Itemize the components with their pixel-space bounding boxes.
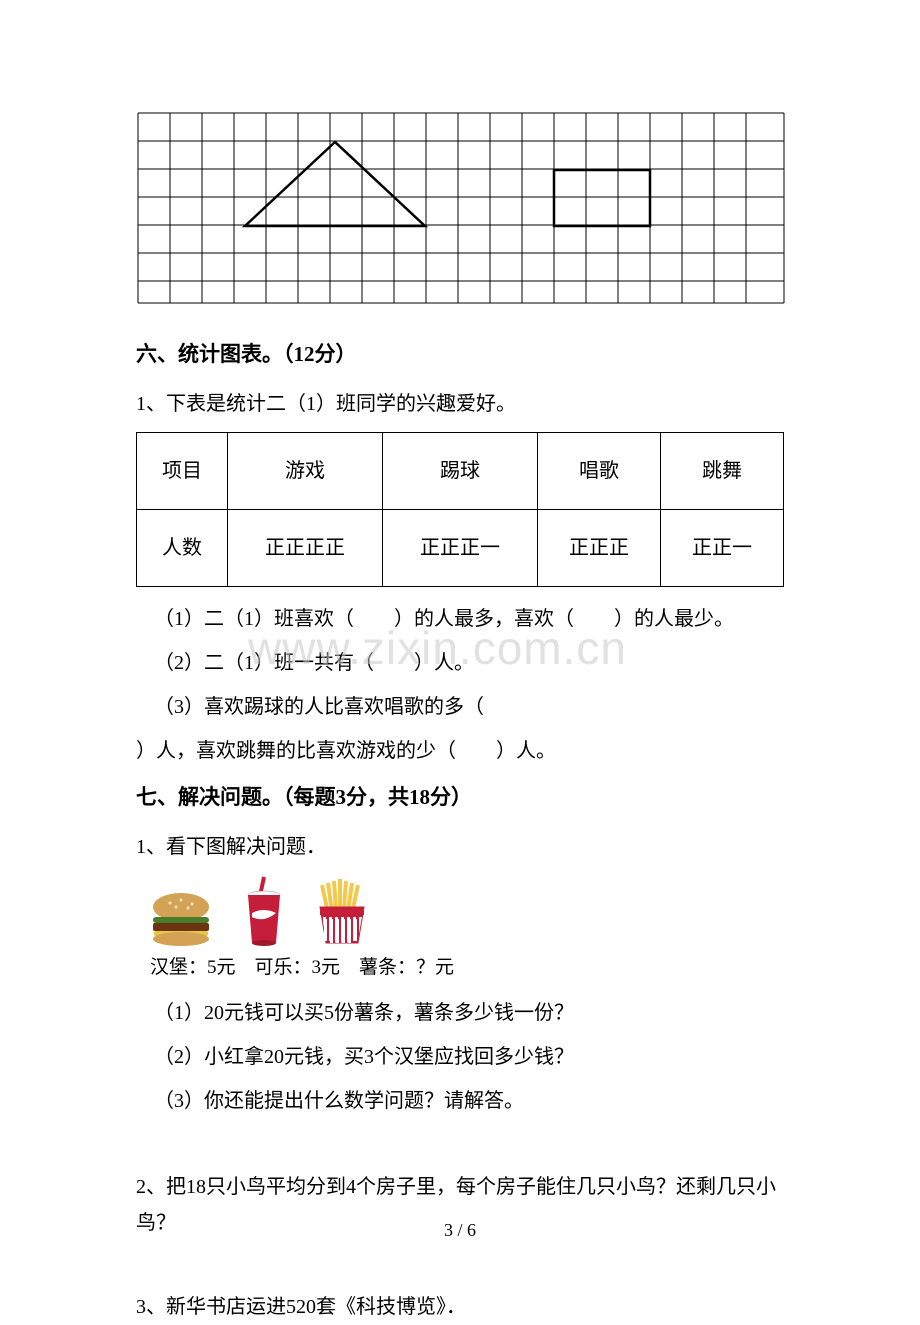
food-images	[148, 875, 784, 947]
table-cell: 跳舞	[660, 432, 783, 509]
triangle-shape	[245, 142, 425, 226]
q7-sub1: （1）20元钱可以买5份薯条，薯条多少钱一份？	[154, 995, 784, 1031]
q6-sub3: （3）喜欢踢球的人比喜欢唱歌的多（	[154, 689, 784, 725]
table-cell: 项目	[137, 432, 228, 509]
q7-sub3: （3）你还能提出什么数学问题？请解答。	[154, 1083, 784, 1119]
table-row: 项目 游戏 踢球 唱歌 跳舞	[137, 432, 784, 509]
q6-sub2: （2）二（1）班一共有（ ）人。	[154, 645, 784, 681]
table-cell: 正正正正	[228, 509, 383, 586]
q7-3: 3、新华书店运进520套《科技博览》．	[136, 1289, 784, 1325]
q6-sub1: （1）二（1）班喜欢（ ）的人最多，喜欢（ ）的人最少。	[154, 601, 784, 637]
q7-1-intro: 1、看下图解决问题．	[136, 829, 784, 865]
q7-sub2: （2）小红拿20元钱，买3个汉堡应找回多少钱？	[154, 1039, 784, 1075]
table-cell: 正正正	[537, 509, 660, 586]
table-cell: 游戏	[228, 432, 383, 509]
table-cell: 正正正一	[383, 509, 538, 586]
section-7-title: 七、解决问题。（每题3分，共18分）	[136, 779, 784, 817]
rectangle-shape	[554, 170, 650, 226]
q6-sub3-cont: ）人，喜欢跳舞的比喜欢游戏的少（ ）人。	[136, 733, 784, 769]
table-cell: 踢球	[383, 432, 538, 509]
table-cell: 唱歌	[537, 432, 660, 509]
table-row: 人数 正正正正 正正正一 正正正 正正一	[137, 509, 784, 586]
hamburger-icon	[148, 891, 214, 947]
section-6-title: 六、统计图表。（12分）	[136, 336, 784, 374]
cola-icon	[242, 875, 286, 947]
table-cell: 正正一	[660, 509, 783, 586]
table-cell: 人数	[137, 509, 228, 586]
fries-icon	[314, 879, 370, 947]
q6-1-intro: 1、下表是统计二（1）班同学的兴趣爱好。	[136, 386, 784, 422]
page-number: 3 / 6	[0, 1214, 920, 1246]
price-labels: 汉堡：5元 可乐：3元 薯条：？元	[150, 951, 784, 985]
grid-diagram	[136, 108, 786, 308]
hobby-table: 项目 游戏 踢球 唱歌 跳舞 人数 正正正正 正正正一 正正正 正正一	[136, 432, 784, 587]
